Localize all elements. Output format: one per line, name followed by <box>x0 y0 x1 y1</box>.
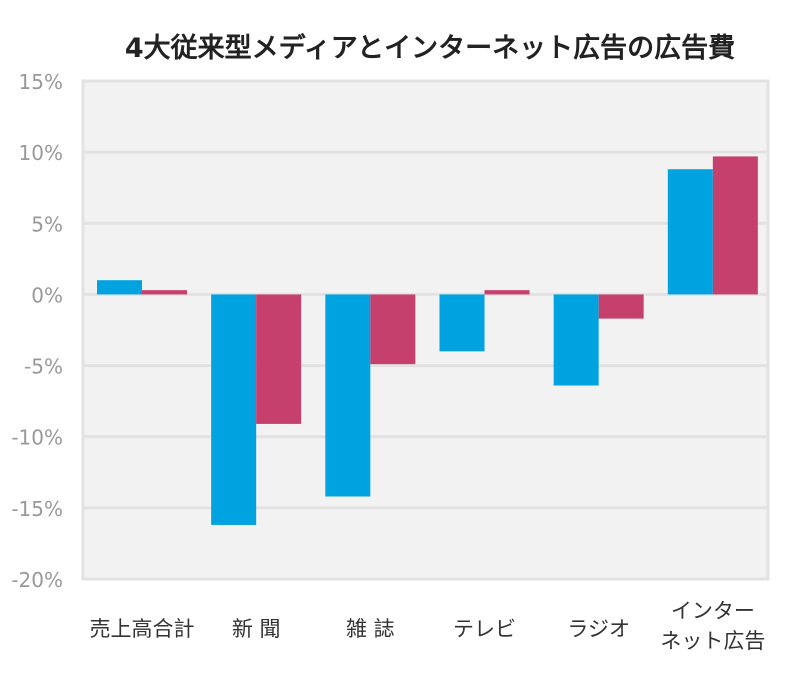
y-tick-label: 15% <box>19 70 63 94</box>
x-tick-label: 新 聞 <box>232 617 281 641</box>
y-tick-label: 10% <box>19 141 63 165</box>
bar-series2-4 <box>598 294 644 319</box>
y-tick-label: 0% <box>31 283 63 307</box>
bar-series2-5 <box>712 156 758 295</box>
bar-series1-2 <box>325 294 371 497</box>
y-tick-label: -20% <box>11 568 63 592</box>
x-tick-label: テレビ <box>453 617 516 641</box>
x-tick-label: インター <box>671 599 755 623</box>
bar-series2-1 <box>256 294 302 424</box>
bar-series1-5 <box>667 169 713 295</box>
bar-series2-0 <box>142 290 187 295</box>
x-tick-label: ネット広告 <box>660 629 765 653</box>
x-tick-label: 売上高合計 <box>90 617 195 641</box>
chart-title: 4大従来型メディアとインターネット広告の広告費 <box>124 33 736 64</box>
y-tick-label: 5% <box>31 212 63 236</box>
bar-series1-1 <box>211 294 257 525</box>
y-tick-label: -10% <box>11 426 63 450</box>
bar-series2-3 <box>484 290 530 295</box>
plot-area <box>81 79 770 581</box>
bar-series1-0 <box>97 280 142 295</box>
y-tick-label: -15% <box>11 497 63 521</box>
x-tick-label: ラジオ <box>567 617 630 641</box>
bar-series1-4 <box>553 294 599 386</box>
bar-series2-2 <box>370 294 416 365</box>
y-tick-label: -5% <box>24 355 63 379</box>
x-tick-label: 雑 誌 <box>346 617 395 641</box>
bar-series1-3 <box>439 294 485 352</box>
